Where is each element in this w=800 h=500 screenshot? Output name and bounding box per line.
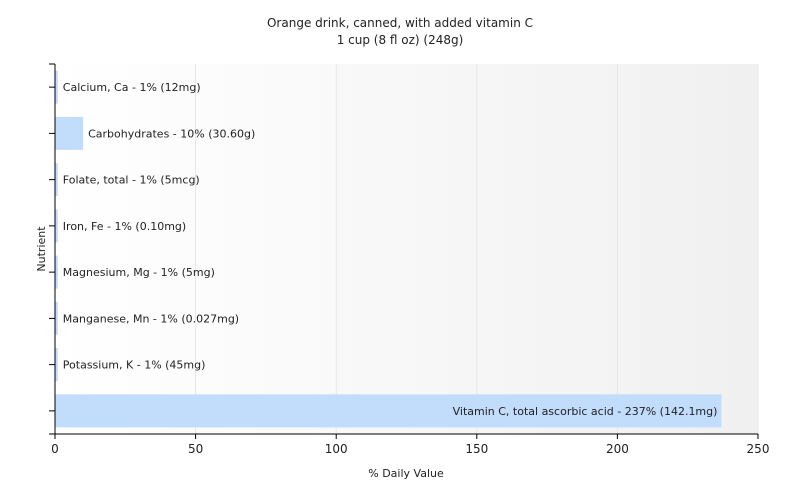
bar-6 bbox=[55, 348, 58, 382]
axes bbox=[49, 63, 758, 435]
y-ticks bbox=[49, 86, 55, 412]
bar-label-4: Magnesium, Mg - 1% (5mg) bbox=[63, 266, 215, 279]
y-axis-title: Nutrient bbox=[35, 226, 48, 272]
bar-label-3: Iron, Fe - 1% (0.10mg) bbox=[63, 220, 186, 233]
x-axis-title: % Daily Value bbox=[368, 467, 444, 480]
chart-subtitle: 1 cup (8 fl oz) (248g) bbox=[337, 33, 464, 47]
plot-background bbox=[55, 64, 758, 434]
bar-0 bbox=[55, 70, 58, 104]
x-tick-label-3: 150 bbox=[465, 442, 488, 456]
bar-5 bbox=[55, 301, 58, 335]
x-ticks: 0 50 100 150 200 250 bbox=[51, 434, 769, 456]
chart-title: Orange drink, canned, with added vitamin… bbox=[267, 16, 533, 30]
bar-2 bbox=[55, 163, 58, 197]
bar-3 bbox=[55, 209, 58, 243]
bars bbox=[55, 70, 722, 428]
bar-label-0: Calcium, Ca - 1% (12mg) bbox=[63, 81, 201, 94]
x-tick-label-1: 50 bbox=[188, 442, 203, 456]
gridlines bbox=[195, 64, 759, 434]
bar-4 bbox=[55, 255, 58, 289]
bar-label-7: Vitamin C, total ascorbic acid - 237% (1… bbox=[453, 405, 718, 418]
bar-label-2: Folate, total - 1% (5mcg) bbox=[63, 174, 200, 187]
x-tick-label-5: 250 bbox=[747, 442, 770, 456]
bar-7 bbox=[55, 394, 722, 428]
bar-1 bbox=[55, 116, 84, 150]
data-labels: Calcium, Ca - 1% (12mg) Carbohydrates - 1… bbox=[63, 81, 718, 418]
x-tick-label-4: 200 bbox=[606, 442, 629, 456]
bar-label-5: Manganese, Mn - 1% (0.027mg) bbox=[63, 312, 239, 325]
bar-label-6: Potassium, K - 1% (45mg) bbox=[63, 359, 206, 372]
x-tick-label-0: 0 bbox=[51, 442, 59, 456]
x-tick-label-2: 100 bbox=[325, 442, 348, 456]
bar-label-1: Carbohydrates - 10% (30.60g) bbox=[88, 127, 255, 140]
